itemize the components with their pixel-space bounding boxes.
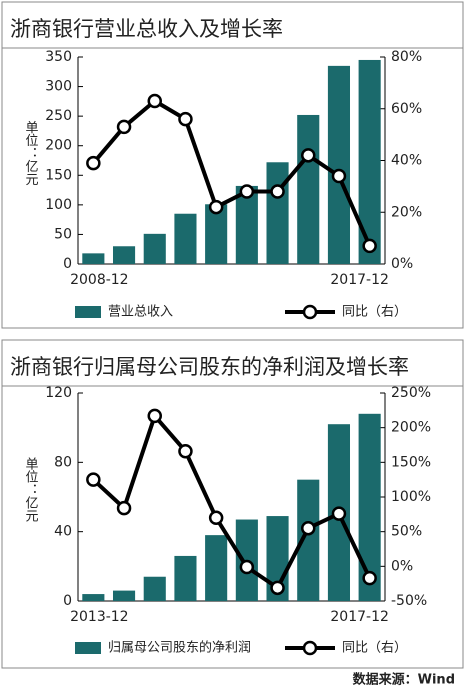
- line-marker: [208, 199, 224, 215]
- line-marker: [208, 510, 224, 526]
- legend-marker: [302, 640, 318, 656]
- line-marker: [86, 472, 101, 487]
- bar: [297, 479, 320, 601]
- y-axis-label: 单位：亿元: [23, 121, 39, 187]
- line-marker: [270, 580, 285, 596]
- y2-tick-label: 0%: [391, 558, 413, 574]
- chart-title: 浙商银行归属母公司股东的净利润及增长率: [10, 355, 409, 379]
- bar: [143, 233, 166, 264]
- line-marker: [270, 184, 285, 199]
- line-marker: [301, 520, 316, 536]
- y-tick-label: 120: [45, 385, 72, 401]
- bar: [174, 555, 197, 601]
- x-tick-label: 2013-12: [70, 609, 129, 625]
- bar: [82, 253, 105, 264]
- line-marker: [86, 155, 101, 171]
- y2-tick-label: -50%: [391, 593, 427, 609]
- bar: [327, 65, 351, 264]
- x-tick-label: 2008-12: [70, 272, 129, 288]
- legend-label: 营业总收入: [108, 305, 173, 320]
- bar: [112, 590, 136, 601]
- y2-tick-label: 0%: [391, 256, 413, 272]
- bar: [266, 162, 289, 264]
- y-tick-label: 40: [54, 524, 72, 540]
- y-tick-label: 150: [45, 167, 72, 183]
- line-marker: [178, 443, 193, 459]
- y2-tick-label: 60%: [391, 101, 422, 117]
- y2-tick-label: 80%: [391, 49, 422, 65]
- bar: [143, 576, 166, 601]
- line-marker: [239, 184, 255, 199]
- line-marker: [147, 93, 162, 109]
- panel-2: [1, 339, 464, 669]
- y2-tick-label: 100%: [391, 489, 431, 505]
- y-tick-label: 50: [54, 226, 72, 242]
- panel-1: [1, 1, 464, 329]
- y-tick-label: 200: [45, 138, 72, 154]
- line-marker: [362, 570, 377, 586]
- chart-title: 浙商银行营业总收入及增长率: [10, 17, 283, 41]
- line-marker: [116, 500, 132, 516]
- bar: [112, 246, 136, 264]
- line-marker: [362, 238, 377, 254]
- y2-tick-label: 200%: [391, 420, 431, 436]
- y-tick-label: 100: [45, 197, 72, 213]
- line: [91, 413, 372, 590]
- y-tick-label: 350: [45, 49, 72, 65]
- line-marker: [331, 506, 347, 521]
- y-axis-label: 单位：亿元: [23, 457, 39, 523]
- legend-label: 同比（右）: [342, 641, 407, 656]
- line-marker: [178, 111, 193, 127]
- y-tick-label: 300: [45, 79, 72, 95]
- bar: [205, 535, 228, 601]
- bar: [205, 204, 228, 264]
- line: [91, 98, 372, 247]
- bar: [82, 594, 105, 601]
- bar: [297, 114, 320, 265]
- x-tick-label: 2017-12: [330, 609, 389, 625]
- legend-marker: [302, 304, 318, 320]
- y2-tick-label: 40%: [391, 153, 422, 169]
- line-marker: [239, 559, 255, 575]
- y-tick-label: 80: [54, 454, 72, 470]
- line-marker: [331, 168, 347, 184]
- source: 数据来源：Wind: [353, 672, 455, 688]
- x-tick-label: 2017-12: [330, 272, 389, 288]
- y2-tick-label: 20%: [391, 204, 422, 220]
- bar: [358, 413, 381, 601]
- legend-label: 归属母公司股东的净利润: [108, 640, 251, 656]
- legend-label: 同比（右）: [342, 305, 407, 320]
- bar: [235, 185, 258, 264]
- y2-tick-label: 50%: [391, 524, 422, 540]
- y-tick-label: 0: [63, 256, 72, 272]
- y-tick-label: 0: [63, 593, 72, 609]
- line-marker: [116, 119, 132, 135]
- line-marker: [147, 408, 162, 424]
- bar: [358, 59, 381, 265]
- line-marker: [301, 148, 316, 163]
- legend-swatch: [75, 306, 101, 318]
- y2-tick-label: 150%: [391, 454, 431, 470]
- bar: [174, 213, 197, 264]
- legend-swatch: [75, 642, 101, 654]
- y-tick-label: 250: [45, 108, 72, 124]
- y2-tick-label: 250%: [391, 385, 431, 401]
